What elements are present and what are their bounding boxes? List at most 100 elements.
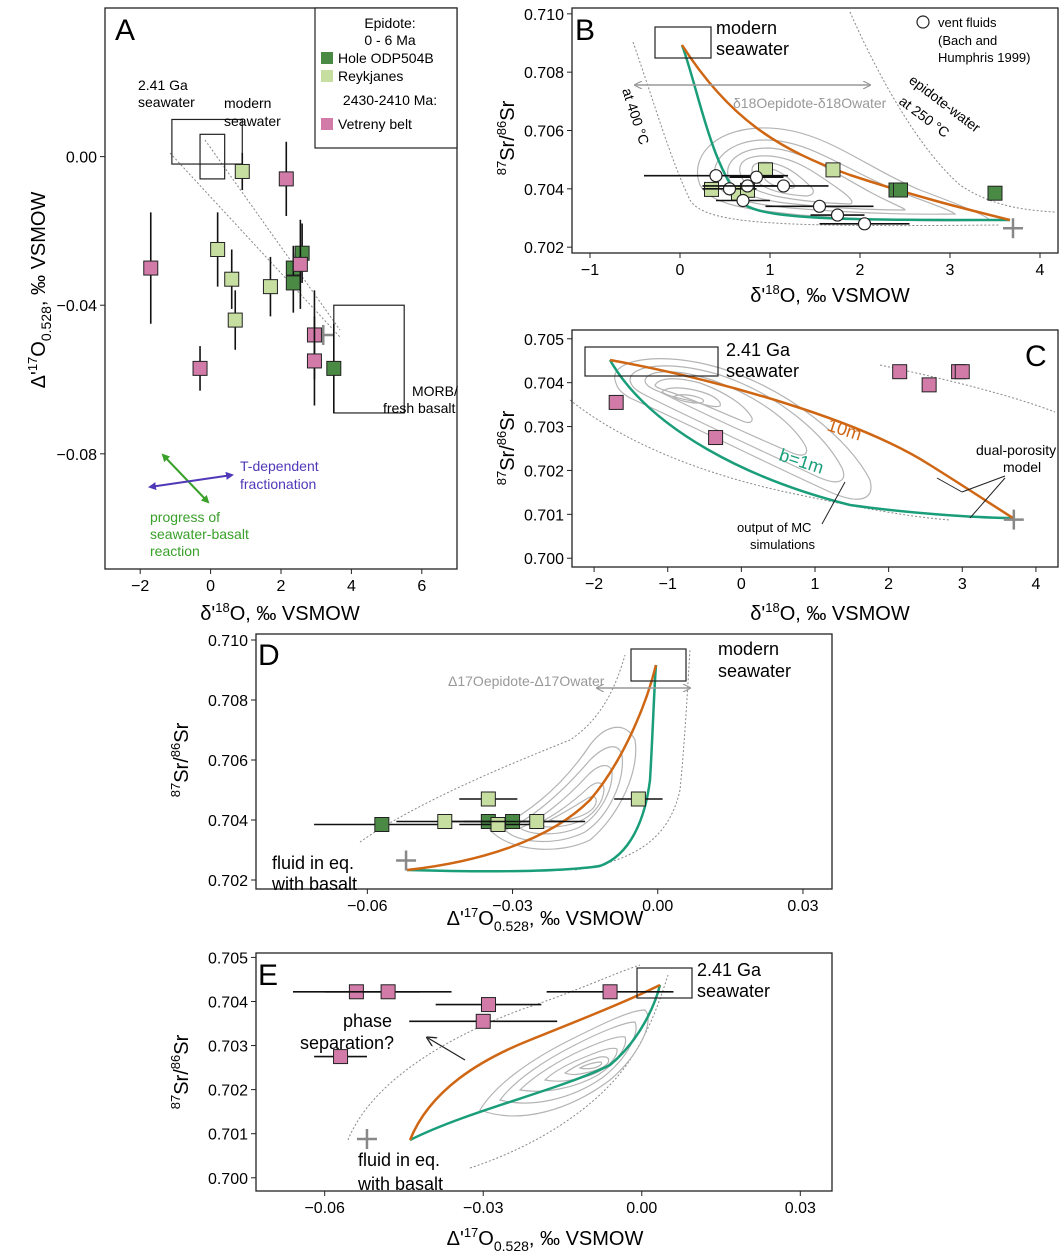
y-tick-label: 0.706 bbox=[524, 124, 564, 141]
panel-a-overlay bbox=[169, 139, 341, 338]
data-point-vetreny-belt bbox=[380, 984, 396, 1000]
x-tick-label: −0.03 bbox=[492, 898, 533, 915]
y-tick-label: 0.702 bbox=[208, 873, 248, 890]
x-tick-label: −0.06 bbox=[347, 898, 388, 915]
x-tick-label: 3 bbox=[946, 262, 955, 279]
panel-b: −1 0 1 2 3 4 0.702 0.704 0.706 0.708 0.710 δ'18O, ‰… bbox=[494, 7, 1059, 307]
y-axis-label: 87Sr/86Sr bbox=[168, 722, 193, 797]
x-tick-label: 2 bbox=[856, 262, 865, 279]
y-tick-label: 0.703 bbox=[208, 1039, 248, 1056]
data-point-reykjanes bbox=[234, 163, 250, 179]
y-tick-label: 0.710 bbox=[208, 633, 248, 650]
legend-swatch-hole bbox=[321, 52, 333, 64]
vent-fluids-legend-marker bbox=[916, 15, 930, 29]
c-label-dual-2: model bbox=[1003, 459, 1041, 475]
data-point-vetreny-belt bbox=[921, 377, 937, 393]
data-point-vetreny-belt bbox=[481, 997, 497, 1013]
x-tick-label: −1 bbox=[659, 576, 677, 593]
y-tick-label: 0.00 bbox=[66, 150, 97, 167]
x-tick-label: 4 bbox=[1036, 262, 1045, 279]
c-label-mc-1: output of MC bbox=[737, 520, 811, 535]
e-label-sw-2: seawater bbox=[697, 981, 770, 1001]
y-tick-label: 0.703 bbox=[524, 420, 564, 437]
b-label-vent-3: Humphris 1999) bbox=[938, 50, 1031, 65]
data-point-reykjanes bbox=[262, 279, 278, 295]
vent-fluid-point bbox=[709, 169, 723, 183]
vent-fluid-point bbox=[722, 182, 737, 196]
data-point-vetreny-belt bbox=[608, 394, 624, 410]
panel-d-overlay bbox=[359, 648, 690, 873]
x-tick-label: 1 bbox=[766, 262, 775, 279]
panel-b-overlay bbox=[632, 11, 1056, 227]
x-tick-label: 0.00 bbox=[626, 1200, 657, 1217]
y-tick-label: 0.704 bbox=[524, 376, 564, 393]
panel-c-plot: −2 −1 0 1 2 3 4 0.700 0.701 0.702 0.703 0.704 0.705 δ… bbox=[494, 329, 1059, 625]
x-tick-label: 4 bbox=[1031, 576, 1040, 593]
a-label-241-1: 2.41 Ga bbox=[138, 77, 188, 93]
a-label-t-1: T-dependent bbox=[240, 458, 319, 474]
y-tick-label: 0.708 bbox=[208, 693, 248, 710]
data-point-reykjanes bbox=[224, 271, 240, 287]
data-point-vetreny-belt bbox=[143, 260, 159, 276]
b-label-vent-1: vent fluids bbox=[938, 15, 997, 30]
data-point-vetreny-belt bbox=[475, 1013, 491, 1029]
a-label-morb-1: MORB/ bbox=[412, 383, 458, 399]
data-point-reykjanes bbox=[490, 817, 506, 832]
x-tick-label: 0 bbox=[206, 578, 215, 595]
data-point-reykjanes bbox=[630, 791, 646, 807]
d-label-fluid-1: fluid in eq. bbox=[272, 853, 354, 873]
vent-fluid-point bbox=[857, 217, 872, 231]
x-tick-label: 0.03 bbox=[787, 898, 818, 915]
a-label-modern-1: modern bbox=[224, 95, 271, 111]
b-label-diff: δ18Oepidote-δ18Owater bbox=[733, 95, 887, 111]
c-label-1m: b=1m bbox=[777, 445, 826, 478]
x-tick-label: 4 bbox=[347, 578, 356, 595]
panel-a-legend: Epidote: 0 - 6 Ma Hole ODP504B Reykjanes… bbox=[314, 7, 458, 149]
x-tick-label: 3 bbox=[958, 576, 967, 593]
data-point-hole-odp504b bbox=[285, 275, 301, 291]
y-tick-label: 0.700 bbox=[208, 1171, 248, 1188]
legend-title-epidote: Epidote: bbox=[364, 15, 415, 31]
d-label-diff: Δ17Oepidote-Δ17Owater bbox=[448, 673, 605, 689]
x-tick-label: 2 bbox=[884, 576, 893, 593]
a-label-p-1: progress of bbox=[150, 509, 220, 525]
data-point-vetreny-belt bbox=[602, 984, 618, 1000]
legend-label-hole: Hole ODP504B bbox=[338, 50, 434, 66]
e-label-fluid-1: fluid in eq. bbox=[358, 1150, 440, 1170]
y-tick-label: −0.08 bbox=[57, 447, 98, 464]
x-axis-label: δ'18O, ‰ VSMOW bbox=[750, 600, 910, 625]
legend-swatch-reyk bbox=[321, 70, 333, 82]
panel-a-letter: A bbox=[115, 14, 135, 47]
y-tick-label: 0.706 bbox=[208, 753, 248, 770]
y-tick-label: 0.702 bbox=[524, 240, 564, 257]
x-tick-label: 0 bbox=[676, 262, 685, 279]
data-point-reykjanes bbox=[437, 814, 453, 829]
legend-swatch-vetreny bbox=[321, 118, 333, 130]
panel-e: −0.06 −0.03 0.00 0.03 0.700 0.701 0.702 0.703 0.… bbox=[168, 950, 833, 1254]
panel-a: −2 0 2 4 6 0.00 −0.04 −0.08 δ'18O, ‰ VSMOW Δ'17O0… bbox=[25, 7, 458, 625]
c-label-mc-2: simulations bbox=[750, 537, 816, 552]
x-tick-label: −0.06 bbox=[304, 1200, 345, 1217]
y-tick-label: 0.702 bbox=[524, 463, 564, 480]
x-tick-label: −1 bbox=[581, 262, 599, 279]
data-point-reykjanes bbox=[227, 312, 243, 328]
panel-d-letter: D bbox=[258, 639, 280, 672]
x-tick-label: 6 bbox=[417, 578, 426, 595]
b-label-vent-2: (Bach and bbox=[938, 33, 997, 48]
panel-c-letter: C bbox=[1025, 340, 1047, 373]
x-tick-label: 1 bbox=[811, 576, 820, 593]
panel-e-letter: E bbox=[258, 959, 278, 992]
panel-b-letter: B bbox=[575, 14, 595, 47]
x-tick-label: −2 bbox=[585, 576, 603, 593]
e-label-fluid-2: with basalt bbox=[357, 1174, 443, 1194]
data-point-vetreny-belt bbox=[292, 256, 308, 272]
panel-e-overlay bbox=[347, 964, 693, 1169]
reference-box bbox=[333, 304, 405, 414]
x-tick-label: −0.03 bbox=[463, 1200, 504, 1217]
x-tick-label: 0.03 bbox=[785, 1200, 816, 1217]
plot-frame-e bbox=[255, 952, 833, 1192]
data-point-vetreny-belt bbox=[278, 171, 294, 187]
e-label-sw-1: 2.41 Ga bbox=[697, 960, 762, 980]
a-label-t-2: fractionation bbox=[240, 476, 316, 492]
x-tick-label: 2 bbox=[277, 578, 286, 595]
